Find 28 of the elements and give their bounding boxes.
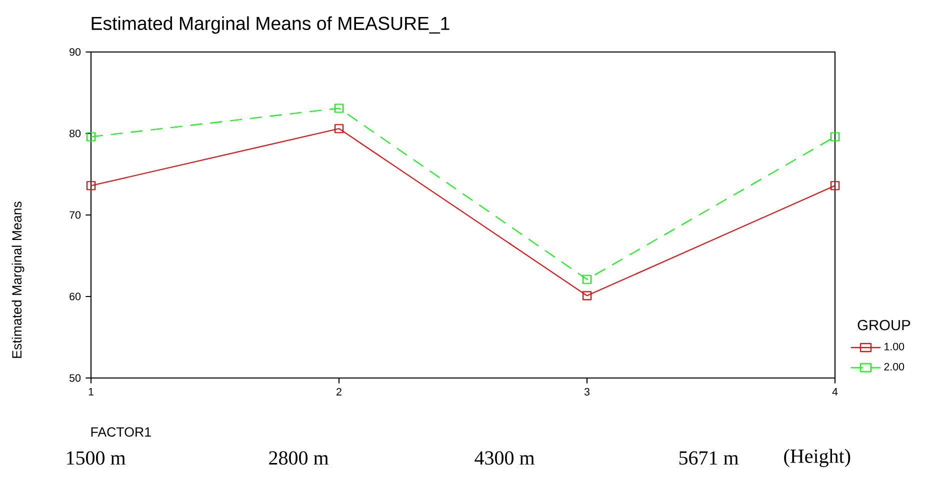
text: 1500 m (67, 451, 126, 465)
point (582, 274, 592, 284)
x-tick-label: 3 (584, 388, 590, 396)
y-tick-label: 70 (70, 211, 81, 219)
point (830, 132, 840, 142)
y-axis-title: Estimated Marginal Means (12, 202, 24, 358)
text: 5671 m (679, 451, 739, 465)
x-tick-label: 4 (832, 388, 838, 396)
chart-title: Estimated Marginal Means of MEASURE_1 (92, 16, 450, 34)
text: 2800 m (269, 451, 329, 465)
legend-label: 2.00 (884, 362, 904, 370)
point (86, 132, 96, 142)
legend-title: GROUP (858, 320, 910, 330)
point (582, 291, 592, 300)
legend-label: 1.00 (884, 342, 904, 350)
point (334, 104, 344, 113)
y-tick-label: 80 (70, 130, 81, 138)
y-tick-label: 90 (70, 48, 81, 56)
text: (Height) (784, 448, 850, 468)
y-tick-label: 50 (70, 374, 81, 382)
point (334, 124, 344, 134)
y-tick-label: 60 (70, 292, 81, 300)
x-tick-label: 2 (336, 388, 342, 396)
x-axis-title: FACTOR1 (91, 427, 151, 437)
x-tick-label: 1 (88, 388, 94, 396)
point (830, 181, 840, 190)
point (86, 181, 96, 190)
text: 4300 m (474, 451, 535, 465)
